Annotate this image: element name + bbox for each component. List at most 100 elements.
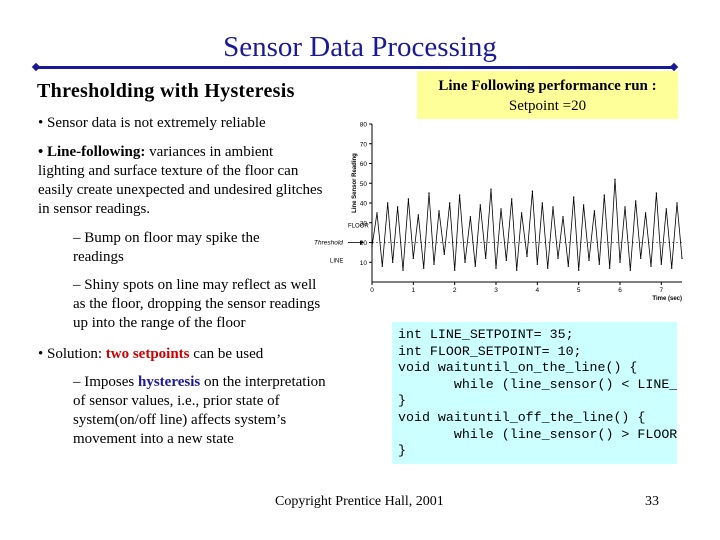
sensor-data-point (520, 212, 523, 214)
sensor-data-point (614, 178, 616, 180)
x-tick-label: 0 (370, 287, 374, 294)
x-tick-label: 3 (494, 287, 498, 294)
sensor-data-point (371, 245, 373, 248)
code-line: void waituntil_off_the_line() { (398, 409, 646, 425)
y-tick-label: 20 (360, 240, 368, 247)
sensor-data-point (547, 267, 549, 269)
sensor-data-point (624, 206, 626, 208)
y-tick-label: 70 (360, 141, 368, 148)
sensor-data-point (412, 257, 414, 259)
sensor-data-point (640, 257, 642, 259)
chart-callout: Line Following performance run : Setpoin… (417, 71, 678, 119)
subbullet-hysteresis: – Imposes hysteresis on the interpretati… (73, 373, 331, 449)
sensor-data-point (474, 265, 476, 267)
threshold-arrowhead (360, 240, 364, 245)
x-axis-label: Time (sec) (652, 296, 682, 302)
sensor-data-point (449, 202, 451, 204)
x-tick-label: 5 (577, 287, 581, 294)
rule-cap-right (669, 62, 679, 72)
sensor-data-point (578, 269, 580, 271)
sensor-data-point (443, 253, 445, 255)
subbullet-bump: – Bump on floor may spike the readings (73, 230, 260, 265)
sensor-data-point (655, 192, 658, 194)
page-number: 33 (645, 494, 659, 509)
sensor-data-point (541, 202, 543, 204)
sensor-data-point (609, 267, 611, 269)
sensor-data-point (500, 208, 502, 210)
sensor-data-point (671, 267, 673, 269)
sensor-data-point (681, 257, 683, 259)
sensor-data-point (635, 200, 637, 202)
threshold-label: Threshold (314, 240, 343, 247)
sensor-data-point (603, 194, 605, 196)
y-tick-label: 60 (360, 161, 368, 168)
sensor-data-point (479, 204, 481, 206)
sensor-data-point (407, 198, 410, 200)
title-rule (36, 66, 674, 69)
sensor-data-point (490, 188, 492, 190)
line-label: LINE (330, 259, 343, 265)
sensor-data-point (531, 190, 534, 192)
callout-line2: Setpoint =20 (508, 98, 587, 114)
sensor-data-point (469, 216, 472, 218)
sensor-data-point (402, 269, 404, 271)
sensor-data-point (665, 208, 667, 210)
code-line: } (398, 443, 406, 459)
code-line: void waituntil_on_the_line() { (398, 360, 638, 376)
sensor-data-point (562, 216, 564, 218)
x-tick-label: 7 (660, 287, 664, 294)
sensor-data-point (660, 263, 662, 265)
y-tick-label: 10 (360, 260, 368, 267)
sensor-data-point (567, 265, 569, 267)
section-subtitle: Thresholding with Hysteresis (37, 80, 295, 102)
sensor-data-point (573, 196, 575, 198)
bullet-sensor-reliability: • Sensor data is not extremely reliable (38, 115, 266, 131)
sensor-data-point (464, 261, 466, 263)
code-line: int LINE_SETPOINT= 35; (398, 327, 574, 342)
sensor-data-point (593, 210, 596, 212)
sensor-data-point (505, 259, 507, 261)
sensor-data-point (619, 261, 621, 263)
sensor-data-point (582, 204, 585, 206)
copyright-footer: Copyright Prentice Hall, 2001 (275, 494, 444, 509)
sensor-data-point (526, 255, 528, 257)
sensor-data-point (392, 261, 394, 263)
bullet-solution-lead: • Solution: (38, 346, 106, 362)
x-tick-label: 2 (453, 287, 457, 294)
hysteresis-highlight: hysteresis (138, 374, 201, 390)
y-tick-label: 50 (360, 181, 368, 188)
sensor-data-point (676, 202, 678, 204)
code-line: while (line_sensor() > FLOOR_SETPOINT); (453, 426, 677, 442)
sensor-data-point (458, 194, 461, 196)
sensor-data-point (396, 206, 399, 208)
sensor-data-point (552, 206, 554, 208)
sensor-data-point (598, 263, 600, 265)
bullet-line-following: • Line-following: variances in ambient l… (38, 143, 323, 219)
y-axis-label: Line Sensor Reading (352, 153, 358, 213)
y-tick-label: 40 (360, 201, 368, 208)
sensor-data-point (376, 212, 378, 214)
subbullet-hysteresis-tail: on the interpretation of sensor values, … (73, 374, 326, 447)
sensor-data-point (428, 192, 430, 194)
bullet-line-following-lead: • Line-following: (38, 144, 146, 160)
rule-cap-left (31, 62, 41, 72)
code-block: int LINE_SETPOINT= 35; int FLOOR_SETPOIN… (392, 322, 677, 464)
x-tick-label: 1 (412, 287, 416, 294)
sensor-data-point (381, 265, 383, 267)
code-line: int FLOOR_SETPOINT= 10; (398, 343, 582, 359)
sensor-data-point (454, 269, 456, 271)
sensor-data-point (516, 269, 518, 271)
sensor-data-point (557, 257, 559, 259)
callout-line1: Line Following performance run : (438, 78, 657, 94)
two-setpoints-highlight: two setpoints (105, 346, 190, 362)
sensor-data-point (423, 267, 425, 269)
sensor-reading-chart: 10 20 30 40 50 60 70 80 0 1 2 3 4 5 6 7 Time (sec) Line S… (314, 122, 683, 302)
x-tick-label: 4 (536, 287, 540, 294)
sensor-data-point (433, 263, 435, 265)
page-title: Sensor Data Processing (223, 31, 497, 63)
x-tick-label: 6 (618, 287, 622, 294)
sensor-data-point (629, 269, 631, 271)
bullet-line-following-text: variances in ambient lighting and surfac… (38, 144, 323, 217)
sensor-data-point (536, 263, 538, 265)
sensor-data-point (387, 202, 389, 204)
